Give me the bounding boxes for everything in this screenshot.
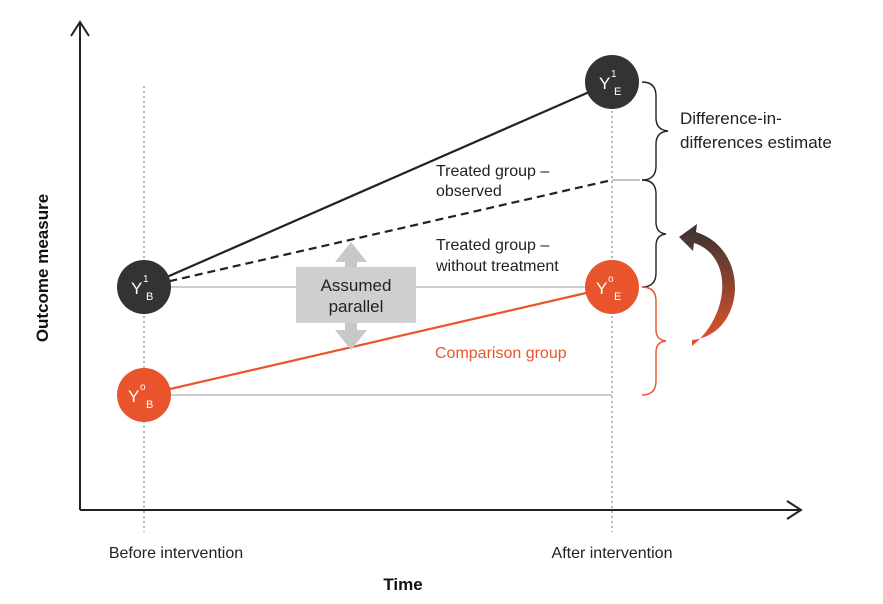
- treated-counterfactual-label-1: Treated group –: [436, 237, 549, 254]
- x-axis-title: Time: [383, 575, 422, 594]
- treated-counterfactual-line: [143, 178, 613, 289]
- assumed-parallel-label-2: parallel: [329, 297, 384, 316]
- treated-observed-label-1: Treated group –: [436, 163, 549, 180]
- svg-text:o: o: [608, 274, 614, 285]
- svg-text:Y: Y: [599, 74, 610, 93]
- node-comparison-before: Y o B: [117, 368, 171, 422]
- svg-text:B: B: [146, 399, 153, 411]
- parallel-arrow-down: [335, 320, 367, 350]
- svg-text:Y: Y: [596, 279, 607, 298]
- svg-text:B: B: [146, 291, 153, 303]
- did-estimate-label-1: Difference-in-: [680, 109, 782, 128]
- assumed-parallel-box: [296, 267, 416, 323]
- treated-observed-line: [143, 80, 613, 289]
- parallel-arrow-up: [335, 242, 367, 272]
- comparison-gap-brace: [641, 286, 667, 396]
- svg-text:o: o: [140, 382, 146, 393]
- svg-text:E: E: [614, 86, 621, 98]
- node-comparison-after: Y o E: [585, 260, 639, 314]
- node-treated-after: Y 1 E: [585, 55, 639, 109]
- treated-counterfactual-label-2: without treatment: [435, 258, 559, 275]
- assumed-parallel-marker: Assumed parallel: [296, 242, 416, 350]
- svg-text:E: E: [614, 291, 621, 303]
- svg-text:1: 1: [611, 69, 617, 80]
- treated-gap-brace: [641, 179, 667, 288]
- svg-text:Y: Y: [131, 279, 142, 298]
- assumed-parallel-label-1: Assumed: [321, 276, 392, 295]
- gap-transfer-arrow: [679, 224, 735, 346]
- did-brace: [641, 81, 669, 181]
- svg-text:1: 1: [143, 274, 149, 285]
- did-estimate-label-2: differences estimate: [680, 133, 832, 152]
- node-treated-before: Y 1 B: [117, 260, 171, 314]
- x-tick-after: After intervention: [552, 545, 673, 562]
- comparison-line: [143, 285, 613, 397]
- x-axis-arrowhead: [786, 500, 803, 520]
- comparison-group-label: Comparison group: [435, 345, 567, 362]
- y-axis-arrowhead: [70, 20, 90, 37]
- x-tick-before: Before intervention: [109, 545, 243, 562]
- svg-text:Y: Y: [128, 387, 139, 406]
- y-axis-title: Outcome measure: [33, 194, 52, 342]
- treated-observed-label-2: observed: [436, 183, 502, 200]
